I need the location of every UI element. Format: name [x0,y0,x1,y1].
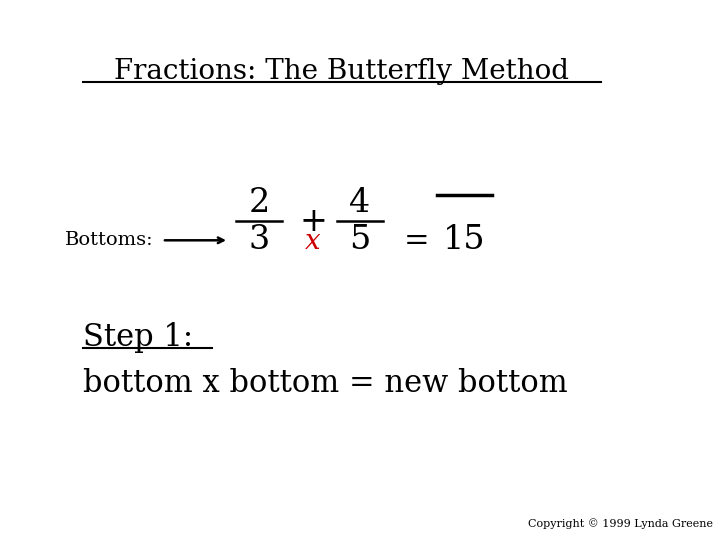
Text: 4: 4 [349,186,371,219]
Text: Copyright © 1999 Lynda Greene: Copyright © 1999 Lynda Greene [528,518,713,529]
Text: 15: 15 [443,224,486,256]
Text: 5: 5 [349,224,371,256]
Text: Bottoms:: Bottoms: [65,231,153,249]
Text: +: + [300,206,327,239]
Text: =: = [403,226,429,257]
Text: Fractions: The Butterfly Method: Fractions: The Butterfly Method [114,58,570,85]
Text: Step 1:: Step 1: [83,322,193,353]
Text: bottom x bottom = new bottom: bottom x bottom = new bottom [83,368,567,399]
Text: 3: 3 [248,224,270,256]
Text: x: x [305,228,321,255]
Text: 2: 2 [248,186,270,219]
